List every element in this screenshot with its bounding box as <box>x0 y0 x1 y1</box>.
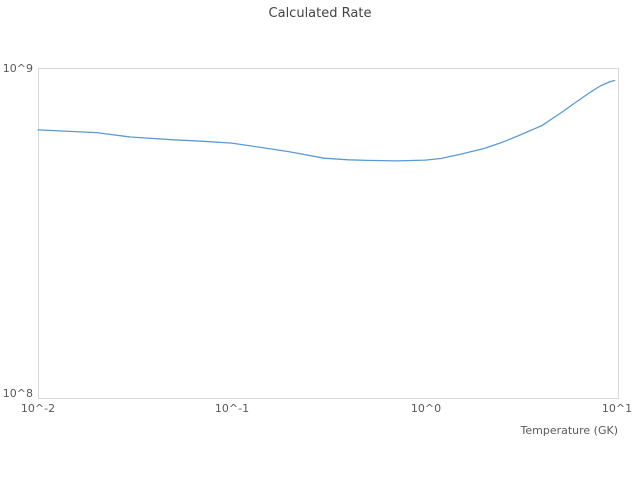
x-tick-1e-2: 10^-2 <box>21 402 55 415</box>
chart-title: Calculated Rate <box>269 6 372 21</box>
rate-curve <box>37 79 616 162</box>
x-tick-1e1: 10^1 <box>602 402 632 415</box>
x-axis-title: Temperature (GK) <box>520 424 619 437</box>
x-tick-1e-1: 10^-1 <box>215 402 249 415</box>
y-tick-1e8: 10^8 <box>3 387 33 400</box>
y-tick-1e9: 10^9 <box>3 62 33 75</box>
x-tick-1e0: 10^0 <box>411 402 441 415</box>
plot-area <box>38 68 619 399</box>
